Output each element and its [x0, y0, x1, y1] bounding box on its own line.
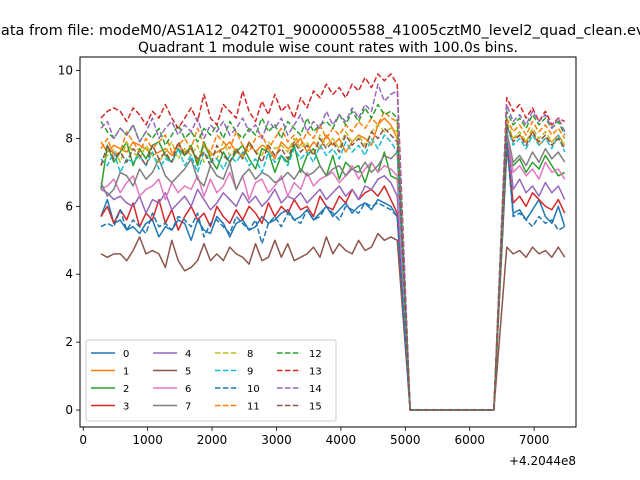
x-tick-label: 6000: [454, 433, 485, 447]
y-tick-label: 2: [65, 335, 73, 349]
legend-label-7: 7: [185, 402, 191, 413]
y-tick-label: 0: [65, 403, 73, 417]
legend-label-12: 12: [309, 349, 322, 360]
legend-label-3: 3: [123, 402, 129, 413]
legend-label-4: 4: [185, 349, 191, 360]
legend-label-2: 2: [123, 384, 129, 395]
series-line-15: [100, 124, 566, 411]
axes-frame: [79, 56, 577, 428]
chart-title: Quadrant 1 module wise count rates with …: [138, 40, 518, 56]
x-tick-label: 1000: [132, 433, 163, 447]
x-tick-label: 3000: [261, 433, 292, 447]
x-offset-label: +4.2044e8: [509, 454, 576, 468]
legend-label-6: 6: [185, 384, 191, 395]
x-tick-label: 0: [79, 433, 87, 447]
x-tick-label: 4000: [326, 433, 357, 447]
legend-label-0: 0: [123, 349, 129, 360]
x-tick-label: 5000: [390, 433, 421, 447]
legend-label-15: 15: [309, 402, 322, 413]
legend-label-9: 9: [247, 367, 253, 378]
y-tick-label: 6: [65, 199, 73, 213]
legend-box: [85, 339, 337, 422]
y-tick-label: 10: [58, 64, 73, 78]
legend-label-14: 14: [309, 384, 322, 395]
legend-label-1: 1: [123, 367, 129, 378]
y-tick-label: 8: [65, 131, 73, 145]
legend-label-5: 5: [185, 367, 191, 378]
legend-label-8: 8: [247, 349, 253, 360]
legend-label-10: 10: [247, 384, 260, 395]
suptitle: Data from file: modeM0/AS1A12_042T01_900…: [0, 23, 640, 39]
legend-label-13: 13: [309, 367, 322, 378]
plot-area: 0 1000 2000 3000 4000 5000 6000 70000246810+4.2…: [58, 56, 577, 468]
y-tick-label: 4: [65, 267, 73, 281]
legend-label-11: 11: [247, 402, 260, 413]
x-tick-label: 2000: [197, 433, 228, 447]
x-tick-label: 7000: [519, 433, 550, 447]
